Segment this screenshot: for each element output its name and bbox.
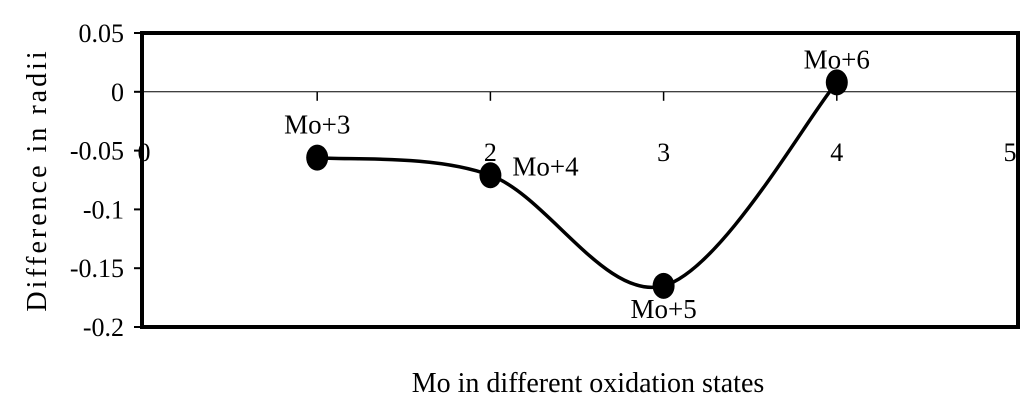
data-point (652, 272, 675, 299)
data-point (825, 69, 848, 96)
y-axis-ticks: 0.05 0 -0.05 -0.1 -0.15 -0.2 (70, 19, 142, 342)
data-point-label: Mo+6 (804, 44, 870, 74)
y-tick-label: -0.05 (70, 137, 124, 166)
x-tick-label: 5 (1004, 138, 1017, 167)
data-point-label: Mo+3 (284, 110, 350, 140)
series-line (317, 81, 839, 290)
y-tick-label: -0.1 (83, 195, 124, 224)
y-tick-label: 0 (111, 78, 124, 107)
data-point-label: Mo+5 (630, 294, 696, 324)
plot-frame (140, 31, 1020, 329)
data-labels: Mo+3 Mo+4 Mo+5 Mo+6 (284, 44, 870, 323)
y-tick-label: 0.05 (79, 19, 125, 48)
x-tick-label: 4 (830, 138, 843, 167)
data-point (479, 162, 502, 189)
y-axis-title: Difference in radii (22, 48, 53, 311)
data-markers (306, 69, 848, 299)
data-point-label: Mo+4 (512, 151, 579, 181)
data-point (306, 144, 329, 171)
x-tick-label: 3 (657, 138, 670, 167)
x-tick-label: 0 (138, 138, 151, 167)
x-tick-label: 2 (484, 138, 497, 167)
y-tick-label: -0.2 (83, 313, 124, 342)
x-axis-ticks: 0 2 3 4 5 (138, 91, 1017, 167)
y-tick-label: -0.15 (70, 254, 124, 283)
x-axis-title: Mo in different oxidation states (412, 368, 765, 399)
